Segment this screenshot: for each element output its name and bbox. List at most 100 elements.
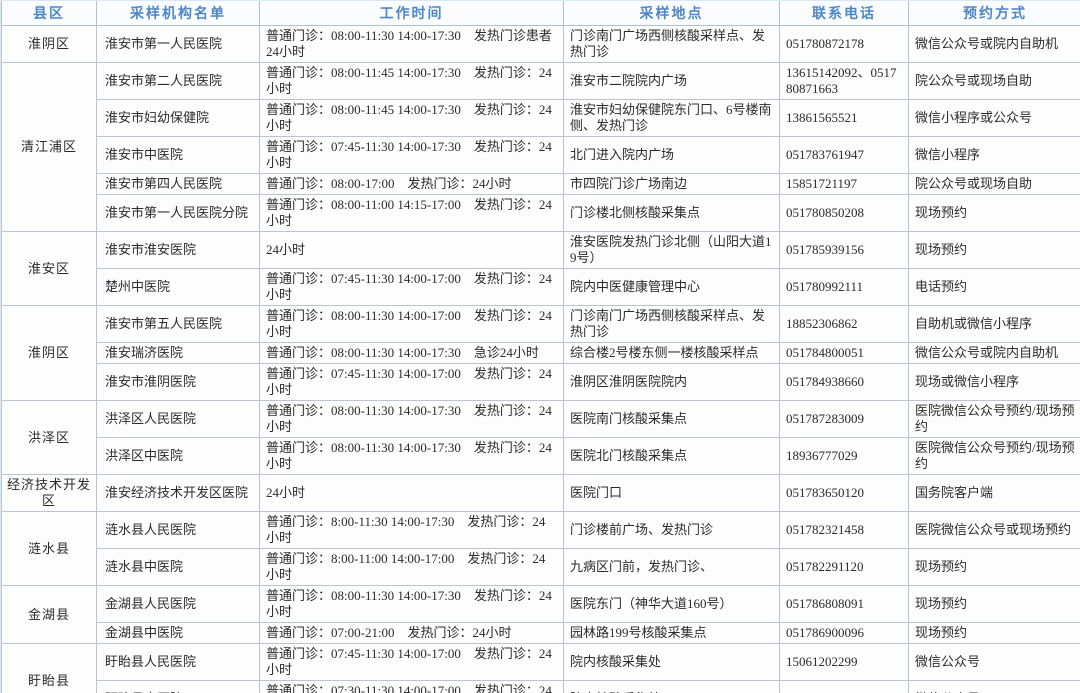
- table-row: 经济技术开发区 淮安经济技术开发区医院 24小时 医院门口 051783650120 国务…: [1, 474, 1080, 512]
- phone-cell: 15851721197: [779, 173, 909, 195]
- column-header-hours: 工作时间: [259, 1, 564, 26]
- location-cell: 医院门口: [563, 474, 780, 512]
- table-row: 洪泽区中医院 普通门诊：08:00-11:30 14:00-17:30 发热门诊：…: [2, 437, 1080, 475]
- hours-cell: 普通门诊：08:00-11:30 14:00-17:30 发热门诊：24小时: [259, 585, 564, 623]
- booking-cell: 微信公众号: [908, 680, 1080, 693]
- hours-cell: 普通门诊：08:00-11:45 14:00-17:30 发热门诊：24小时: [259, 99, 564, 137]
- hours-cell: 普通门诊：08:00-11:30 14:00-17:00 发热门诊：24小时: [259, 305, 564, 343]
- table-row: 洪泽区 洪泽区人民医院 普通门诊：08:00-11:30 14:00-17:30 发…: [1, 400, 1080, 475]
- booking-cell: 医院微信公众号或现场预约: [908, 511, 1080, 549]
- phone-cell: 18852306862: [779, 305, 909, 343]
- hours-cell: 普通门诊：08:00-11:30 14:00-17:30 急诊24小时: [259, 342, 564, 364]
- column-header-district: 县区: [1, 1, 97, 26]
- table-body: 淮阴区 淮安市第一人民医院 普通门诊：08:00-11:30 14:00-17:30…: [1, 25, 1080, 693]
- phone-cell: 051783761947: [779, 136, 909, 174]
- phone-cell: 051784800051: [779, 342, 909, 364]
- booking-cell: 院公众号或现场自助: [908, 62, 1080, 100]
- district-cell: 涟水县: [1, 511, 97, 586]
- table-row: 金湖县 金湖县人民医院 普通门诊：08:00-11:30 14:00-17:30 发…: [1, 585, 1080, 644]
- institution-cell: 淮安市第四人民医院: [96, 173, 260, 195]
- phone-cell: 13770467020: [779, 680, 909, 693]
- location-cell: 医院南门核酸采集点: [563, 400, 780, 438]
- location-cell: 淮安市妇幼保健院东门口、6号楼南侧、发热门诊: [563, 99, 780, 137]
- booking-cell: 现场预约: [908, 548, 1080, 586]
- table-row: 淮安瑞济医院 普通门诊：08:00-11:30 14:00-17:30 急诊24小…: [2, 342, 1080, 364]
- institution-cell: 盱眙县中医院: [96, 680, 260, 693]
- institution-cell: 淮安市中医院: [96, 136, 260, 174]
- institution-cell: 涟水县人民医院: [96, 511, 260, 549]
- district-cell: 淮阴区: [1, 305, 97, 401]
- institution-cell: 淮安市淮安医院: [96, 231, 260, 269]
- district-cell: 淮阴区: [1, 25, 97, 63]
- location-cell: 淮安市二院院内广场: [563, 62, 780, 100]
- institution-cell: 涟水县中医院: [96, 548, 260, 586]
- booking-cell: 自助机或微信小程序: [908, 305, 1080, 343]
- phone-cell: 051784938660: [779, 363, 909, 401]
- phone-cell: 13861565521: [779, 99, 909, 137]
- location-cell: 门诊南门广场西侧核酸采样点、发热门诊: [563, 305, 780, 343]
- location-cell: 院内中医健康管理中心: [563, 268, 780, 306]
- booking-cell: 现场预约: [908, 194, 1080, 232]
- location-cell: 医院北门核酸采集点: [563, 437, 780, 475]
- institution-cell: 金湖县人民医院: [96, 585, 260, 623]
- location-cell: 门诊楼前广场、发热门诊: [563, 511, 780, 549]
- location-cell: 综合楼2号楼东侧一楼核酸采样点: [563, 342, 780, 364]
- table-row: 淮安市第一人民医院分院 普通门诊：08:00-11:00 14:15-17:00 …: [2, 194, 1080, 232]
- phone-cell: 051787283009: [779, 400, 909, 438]
- phone-cell: 051780872178: [779, 25, 909, 63]
- table-row: 淮安市第四人民医院 普通门诊：08:00-17:00 发热门诊：24小时 市四院门诊…: [2, 173, 1080, 195]
- table-row: 涟水县中医院 普通门诊：8:00-11:00 14:00-17:00 发热门诊：2…: [2, 548, 1080, 586]
- location-cell: 门诊南门广场西侧核酸采样点、发热门诊: [563, 25, 780, 63]
- table-row: 淮安市淮阴医院 普通门诊：07:45-11:30 14:00-17:00 发热门诊…: [2, 363, 1080, 401]
- phone-cell: 051780992111: [779, 268, 909, 306]
- table-row: 淮安区 淮安市淮安医院 24小时 淮安医院发热门诊北侧（山阳大道19号） 0517859…: [1, 231, 1080, 306]
- district-cell: 金湖县: [1, 585, 97, 644]
- hours-cell: 普通门诊：08:00-17:00 发热门诊：24小时: [259, 173, 564, 195]
- table-row: 清江浦区 淮安市第二人民医院 普通门诊：08:00-11:45 14:00-17:3…: [1, 62, 1080, 232]
- location-cell: 园林路199号核酸采集点: [563, 622, 780, 644]
- hours-cell: 普通门诊：07:45-11:30 14:00-17:30 发热门诊：24小时: [259, 136, 564, 174]
- booking-cell: 现场预约: [908, 585, 1080, 623]
- institution-cell: 洪泽区人民医院: [96, 400, 260, 438]
- table-row: 金湖县中医院 普通门诊：07:00-21:00 发热门诊：24小时 园林路199号核…: [2, 622, 1080, 644]
- location-cell: 北门进入院内广场: [563, 136, 780, 174]
- booking-cell: 微信公众号或院内自助机: [908, 342, 1080, 364]
- column-header-phone: 联系电话: [779, 1, 909, 26]
- hours-cell: 普通门诊：8:00-11:30 14:00-17:30 发热门诊：24小时: [259, 511, 564, 549]
- district-cell: 盱眙县: [1, 643, 97, 693]
- booking-cell: 现场预约: [908, 622, 1080, 644]
- institution-cell: 淮安市第五人民医院: [96, 305, 260, 343]
- booking-cell: 院公众号或现场自助: [908, 173, 1080, 195]
- booking-cell: 医院微信公众号预约/现场预约: [908, 400, 1080, 438]
- location-cell: 九病区门前，发热门诊、: [563, 548, 780, 586]
- table-row: 盱眙县 盱眙县人民医院 普通门诊：07:45-11:30 14:00-17:00 发…: [1, 643, 1080, 693]
- hours-cell: 24小时: [259, 231, 564, 269]
- booking-cell: 医院微信公众号预约/现场预约: [908, 437, 1080, 475]
- phone-cell: 051782321458: [779, 511, 909, 549]
- column-header-location: 采样地点: [563, 1, 780, 26]
- district-cell: 淮安区: [1, 231, 97, 306]
- phone-cell: 051783650120: [779, 474, 909, 512]
- booking-cell: 现场预约: [908, 231, 1080, 269]
- institution-cell: 盱眙县人民医院: [96, 643, 260, 681]
- district-cell: 洪泽区: [1, 400, 97, 475]
- institution-cell: 洪泽区中医院: [96, 437, 260, 475]
- location-cell: 医院东门（神华大道160号）: [563, 585, 780, 623]
- column-header-institution: 采样机构名单: [96, 1, 260, 26]
- table-row: 楚州中医院 普通门诊：07:45-11:30 14:00-17:00 发热门诊：2…: [2, 268, 1080, 306]
- institution-cell: 淮安瑞济医院: [96, 342, 260, 364]
- booking-cell: 微信公众号或院内自助机: [908, 25, 1080, 63]
- booking-cell: 微信公众号: [908, 643, 1080, 681]
- institution-cell: 淮安市第一人民医院: [96, 25, 260, 63]
- hours-cell: 普通门诊：08:00-11:30 14:00-17:30 发热门诊：24小时: [259, 437, 564, 475]
- phone-cell: 15061202299: [779, 643, 909, 681]
- hours-cell: 普通门诊：08:00-11:45 14:00-17:30 发热门诊：24小时: [259, 62, 564, 100]
- institution-cell: 金湖县中医院: [96, 622, 260, 644]
- phone-cell: 051786808091: [779, 585, 909, 623]
- location-cell: 淮安医院发热门诊北侧（山阳大道19号）: [563, 231, 780, 269]
- hours-cell: 普通门诊：07:45-11:30 14:00-17:00 发热门诊：24小时: [259, 268, 564, 306]
- institution-cell: 楚州中医院: [96, 268, 260, 306]
- table-row: 涟水县 涟水县人民医院 普通门诊：8:00-11:30 14:00-17:30 发热…: [1, 511, 1080, 586]
- phone-cell: 051780850208: [779, 194, 909, 232]
